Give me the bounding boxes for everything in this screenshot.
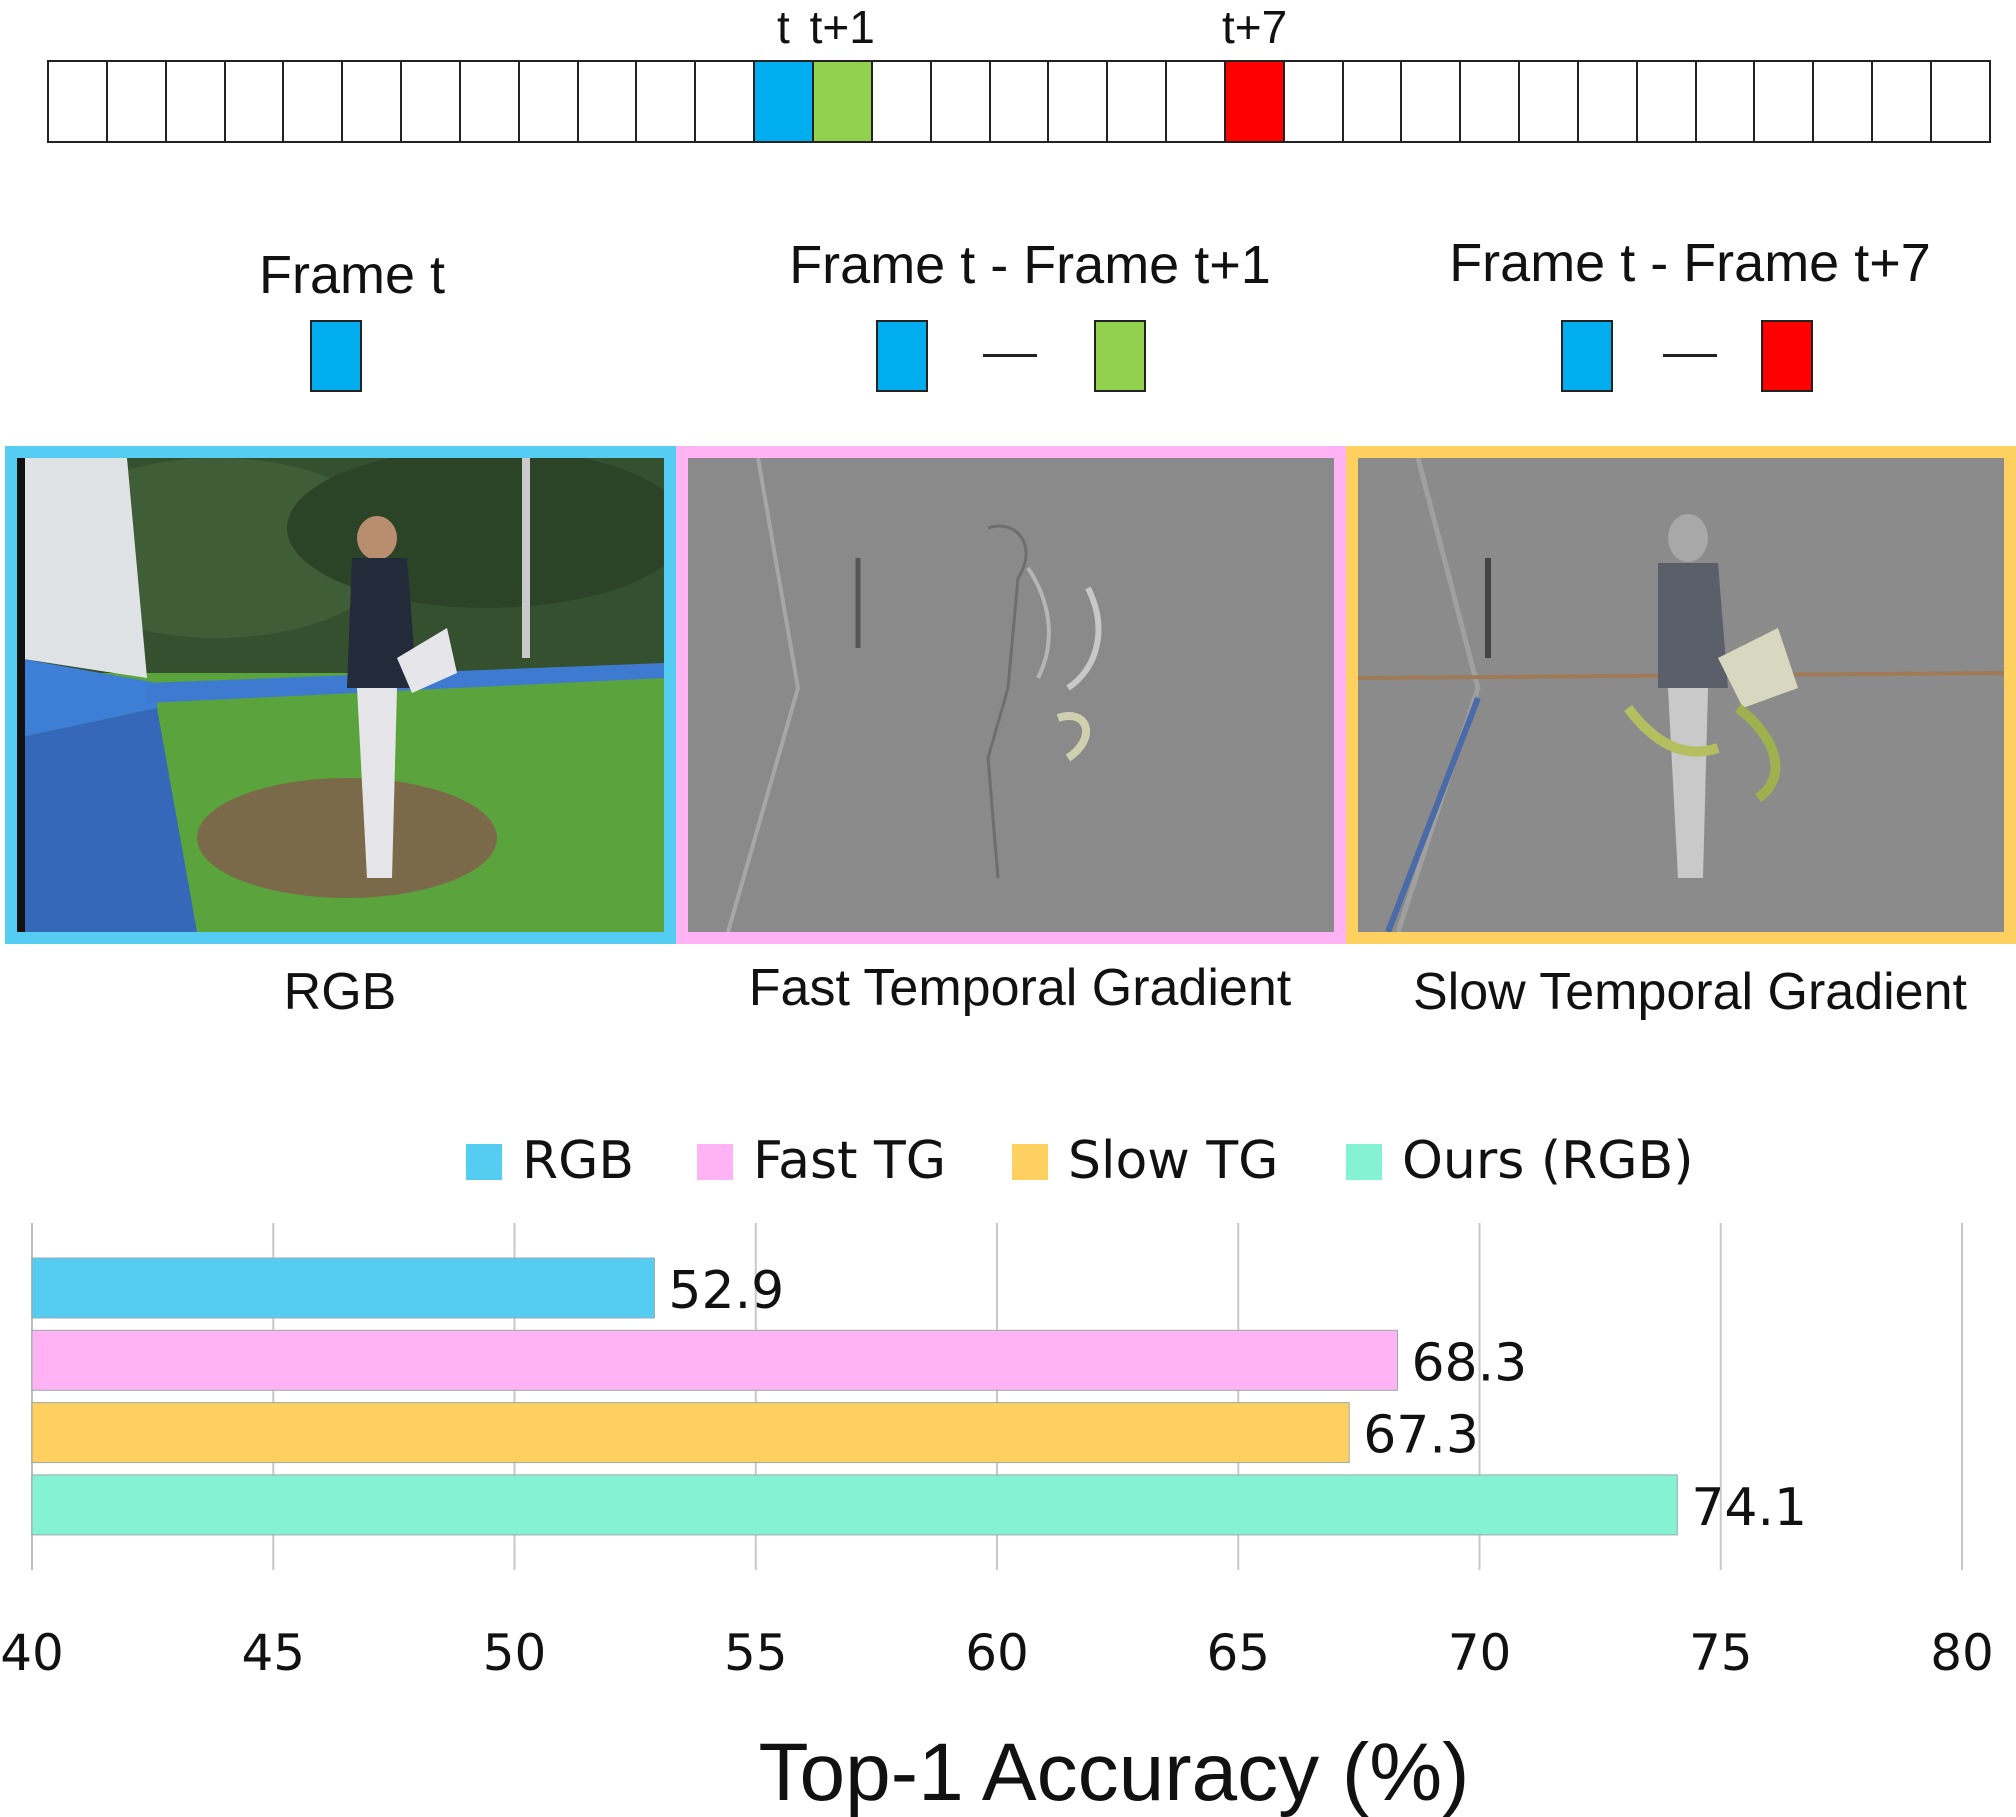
- frame-cell: [1637, 62, 1697, 141]
- legend-label: Fast TG: [753, 1131, 946, 1191]
- frame-cell: [519, 62, 579, 141]
- x-tick-label: 65: [1206, 1624, 1270, 1682]
- legend-label: Slow TG: [1068, 1131, 1278, 1191]
- x-tick-label: 60: [965, 1624, 1029, 1682]
- frame-strip: [47, 60, 1991, 143]
- bar-rgb: [31, 1257, 655, 1319]
- minus-sign: [983, 354, 1037, 357]
- x-tick-label: 80: [1930, 1624, 1994, 1682]
- frame-cell: [402, 62, 461, 141]
- slow-frame-t7-box: [1761, 320, 1813, 392]
- legend-swatch: [466, 1144, 502, 1180]
- frame-cell: [1814, 62, 1874, 141]
- bar-ours-rgb-: [31, 1474, 1678, 1536]
- accuracy-bar-chart: RGB Fast TG Slow TG Ours (RGB) 52.9 68.3 67.3 7…: [0, 1131, 1994, 1817]
- frame-cell: [813, 62, 873, 141]
- fast-frame-t-box: [876, 320, 928, 392]
- data-label: 68.3: [1411, 1333, 1527, 1393]
- x-tick-label: 40: [0, 1624, 64, 1682]
- x-tick-label: 75: [1689, 1624, 1753, 1682]
- header-slow-diff: Frame t - Frame t+7: [1449, 233, 1931, 293]
- pitcher-rgb-image: [17, 458, 664, 932]
- frame-cell: [1578, 62, 1638, 141]
- legend-label: RGB: [522, 1131, 634, 1191]
- frame-cell: [1343, 62, 1403, 141]
- frame-cell: [343, 62, 403, 141]
- slow-temporal-gradient-image: [1358, 458, 2004, 932]
- frame-cell: [1049, 62, 1109, 141]
- frame-cell: [1696, 62, 1756, 141]
- frame-cell: [755, 62, 814, 141]
- minus-sign: [1663, 354, 1717, 357]
- x-tick-label: 70: [1448, 1624, 1512, 1682]
- fast-tg-image-panel: [676, 446, 1346, 944]
- data-label: 52.9: [668, 1261, 784, 1321]
- frame-cell: [284, 62, 344, 141]
- frame-cell: [1755, 62, 1815, 141]
- header-fast-diff: Frame t - Frame t+1: [789, 235, 1271, 295]
- frame-label: t+7: [1222, 1, 1288, 53]
- data-label: 74.1: [1691, 1478, 1807, 1538]
- slow-frame-t-box: [1561, 320, 1613, 392]
- legend-swatch: [1346, 1144, 1382, 1180]
- data-label: 67.3: [1363, 1406, 1479, 1466]
- legend-label: Ours (RGB): [1402, 1131, 1694, 1191]
- frame-cell: [1167, 62, 1226, 141]
- frame-cell: [578, 62, 638, 141]
- frame-cell: [1520, 62, 1579, 141]
- header-frame-t: Frame t: [258, 245, 446, 305]
- frame-cell: [1873, 62, 1932, 141]
- fast-frame-t1-box: [1094, 320, 1146, 392]
- frame-cell: [931, 62, 991, 141]
- frame-cell: [1284, 62, 1344, 141]
- frame-cell: [1108, 62, 1168, 141]
- frame-cell: [1932, 62, 1989, 141]
- caption-slow-tg: Slow Temporal Gradient: [1413, 963, 1967, 1021]
- frame-cell: [637, 62, 697, 141]
- x-axis-title: Top-1 Accuracy (%): [759, 1727, 1470, 1817]
- slow-tg-image-panel: [1346, 446, 2016, 944]
- rgb-image-panel: [5, 446, 676, 944]
- frame-cell: [166, 62, 226, 141]
- caption-fast-tg: Fast Temporal Gradient: [748, 959, 1292, 1017]
- frame-cell: [225, 62, 285, 141]
- x-tick-label: 45: [241, 1624, 305, 1682]
- frame-cell: [696, 62, 756, 141]
- x-tick-label: 50: [483, 1624, 547, 1682]
- bar-slow-tg: [31, 1402, 1350, 1464]
- frame-cell: [1225, 62, 1285, 141]
- frame-cell: [1402, 62, 1462, 141]
- caption-rgb: RGB: [283, 963, 397, 1021]
- legend-swatch: [697, 1144, 733, 1180]
- frame-cell: [107, 62, 167, 141]
- frame-cell: [460, 62, 520, 141]
- frame-cell: [1461, 62, 1521, 141]
- fast-temporal-gradient-image: [688, 458, 1334, 932]
- frame-cell: [990, 62, 1050, 141]
- legend-swatch: [1012, 1144, 1048, 1180]
- frame-cell: [872, 62, 932, 141]
- frame-cell: [49, 62, 108, 141]
- frame-label: t+1: [809, 1, 875, 53]
- frame-t-box: [310, 320, 362, 392]
- bar-fast-tg: [31, 1329, 1398, 1391]
- frame-label: t: [776, 1, 790, 53]
- x-tick-label: 55: [724, 1624, 788, 1682]
